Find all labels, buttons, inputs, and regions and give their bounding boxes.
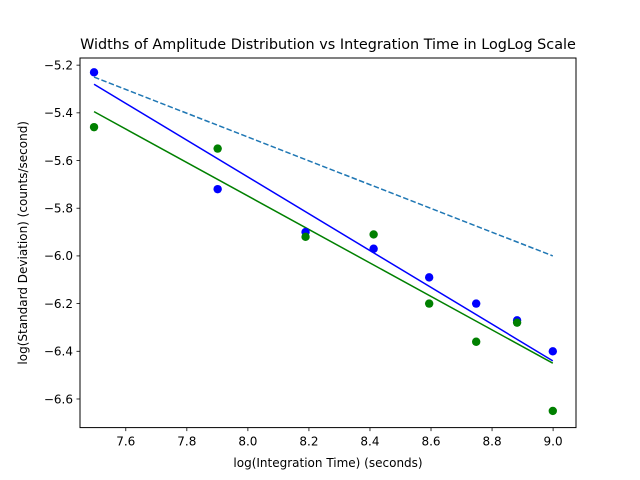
y-tick-label: −6.4 (44, 345, 73, 359)
x-tick-label: 7.6 (116, 435, 135, 449)
y-tick-label: −5.6 (44, 154, 73, 168)
y-tick-label: −6.2 (44, 297, 73, 311)
data-point-s0-0 (89, 68, 99, 77)
x-axis-label: log(Integration Time) (seconds) (233, 456, 422, 470)
chart-title: Widths of Amplitude Distribution vs Inte… (80, 37, 576, 53)
series-line-4 (93, 76, 554, 257)
data-point-s1-6 (512, 318, 522, 327)
x-tick-label: 8.8 (483, 435, 502, 449)
data-point-s1-4 (424, 299, 434, 308)
data-point-s1-1 (213, 144, 222, 153)
data-point-s1-2 (301, 232, 310, 242)
plot-frame (79, 57, 577, 429)
x-tick-label: 8.2 (299, 435, 318, 449)
data-point-s1-5 (471, 337, 481, 346)
data-point-s0-3 (369, 244, 378, 253)
data-point-s1-3 (369, 230, 378, 239)
plot-content (89, 68, 558, 416)
y-tick-label: −6.0 (44, 249, 73, 263)
data-point-s1-0 (89, 122, 99, 132)
y-tick-label: −5.8 (44, 202, 73, 216)
x-tick-label: 8.4 (360, 435, 379, 449)
data-point-s0-7 (548, 347, 558, 356)
axis-ticks: 7.6 7.8 8.0 8.2 8.4 8.6 8.8 9.0 −6.6 −6.4 −6.2 −6.0… (44, 58, 563, 448)
y-tick-label: −5.2 (44, 58, 73, 72)
y-axis-label: log(Standard Deviation) (counts/second) (16, 121, 30, 365)
x-tick-label: 8.0 (238, 435, 257, 449)
x-tick-label: 8.6 (421, 435, 440, 449)
x-tick-label: 9.0 (544, 435, 563, 449)
data-point-s0-5 (471, 299, 481, 308)
x-tick-label: 7.8 (177, 435, 196, 449)
y-tick-label: −6.6 (44, 392, 73, 406)
data-point-s0-4 (424, 273, 434, 282)
data-point-s0-1 (213, 184, 222, 194)
series-line-3 (93, 110, 554, 364)
y-tick-label: −5.4 (44, 106, 73, 120)
series-line-2 (93, 83, 554, 362)
data-point-s1-7 (548, 406, 558, 416)
